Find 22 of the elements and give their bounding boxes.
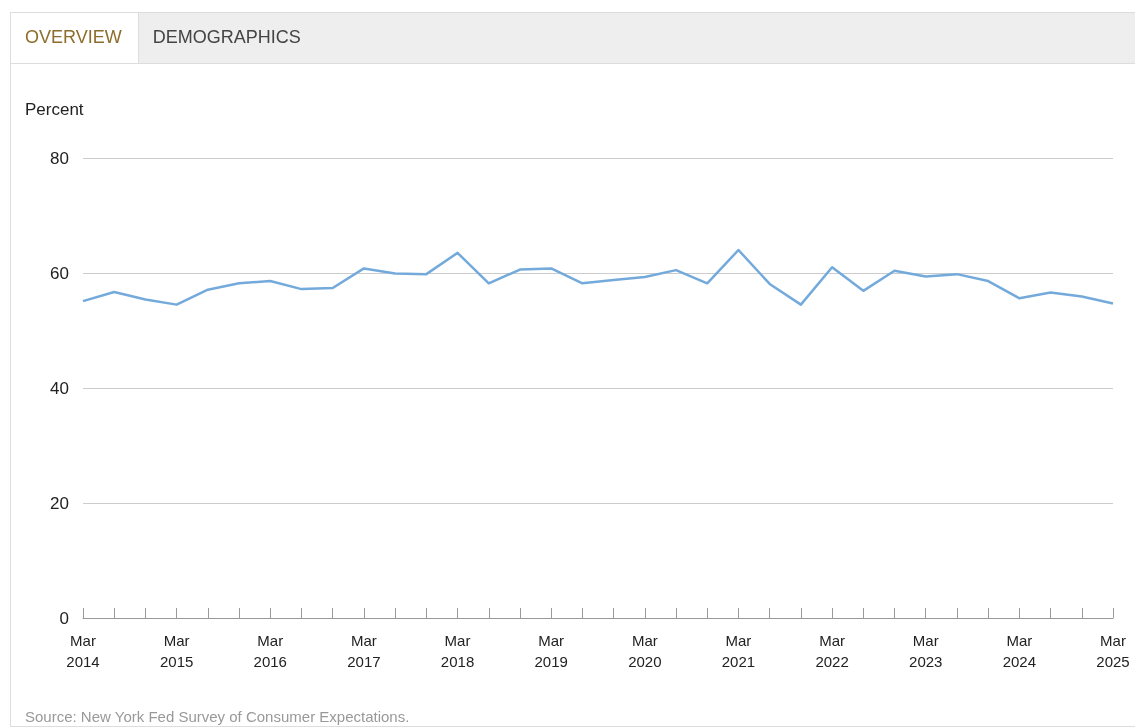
x-tick-label: Mar 2019 (534, 632, 568, 670)
y-tick-label: 20 (50, 493, 69, 513)
text: OVERVIEW (11, 13, 139, 63)
x-tick-label: Mar 2014 (66, 632, 100, 670)
y-tick-label: 0 (59, 608, 69, 628)
x-tick-label: Mar 2025 (1096, 632, 1130, 670)
y-axis-title: Percent (25, 100, 84, 119)
x-tick-label: Mar 2018 (440, 632, 475, 670)
line-series (81, 248, 1115, 306)
x-tick-label: Mar 2024 (1002, 632, 1037, 670)
x-tick-label: Mar 2017 (347, 632, 381, 670)
x-tick-label: Mar 2021 (721, 632, 756, 670)
y-tick-label: 60 (50, 263, 69, 283)
y-tick-label: 40 (50, 378, 69, 398)
x-tick-label: Mar 2023 (909, 632, 943, 670)
source-note: Source: New York Fed Survey of Consumer Expectations. (25, 708, 410, 725)
x-tick-label: Mar 2015 (159, 632, 194, 670)
x-tick-label: Mar 2016 (253, 632, 287, 670)
x-tick-label: Mar 2020 (628, 632, 662, 670)
y-tick-label: 80 (50, 148, 69, 168)
x-tick-label: Mar 2022 (815, 632, 849, 670)
text: DEMOGRAPHICS (151, 26, 302, 49)
